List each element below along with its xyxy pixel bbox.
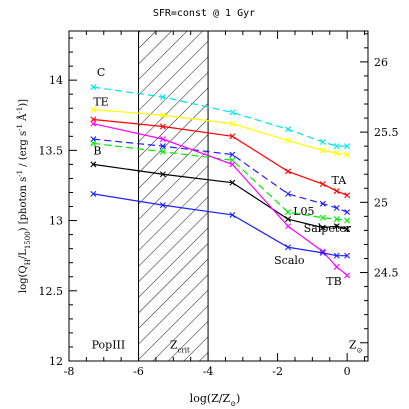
annotation-label: Salpeter <box>304 222 352 235</box>
data-point <box>285 168 292 175</box>
series-label: B <box>93 145 101 158</box>
data-point <box>319 249 326 256</box>
data-point <box>344 217 351 224</box>
data-point <box>344 209 351 216</box>
svg-text:log(Z/Z⊙): log(Z/Z⊙) <box>190 392 241 408</box>
series-label: TE <box>93 95 108 108</box>
data-point <box>285 126 292 133</box>
series-line-ta <box>93 118 348 196</box>
data-point <box>90 84 97 91</box>
chart-title: SFR=const @ 1 Gyr <box>153 8 255 19</box>
data-point <box>319 200 326 207</box>
y-tick-label: 12 <box>49 355 63 368</box>
y-tick-label: 13.5 <box>39 144 64 157</box>
data-point <box>229 120 236 127</box>
right-y-tick-label: 24.5 <box>374 267 399 280</box>
x-axis-label: log(Z/Z⊙) <box>190 392 241 408</box>
right-y-tick-label: 26 <box>374 56 388 69</box>
right-y-tick-label: 25.5 <box>374 126 399 139</box>
data-point <box>159 202 166 209</box>
plot-frame <box>68 30 369 362</box>
data-point <box>344 151 351 158</box>
data-point <box>333 216 340 223</box>
data-point <box>159 112 166 119</box>
data-point <box>229 133 236 140</box>
data-point <box>285 223 292 230</box>
x-tick-label: -4 <box>203 365 214 378</box>
series-label: L05 <box>293 205 314 218</box>
data-point <box>344 192 351 199</box>
x-tick-label: -8 <box>64 365 75 378</box>
data-point <box>319 138 326 145</box>
data-point <box>285 244 292 251</box>
data-point <box>90 190 97 197</box>
region-annotation-1: Zcrit <box>170 338 190 354</box>
series-line-c <box>93 86 348 147</box>
series-line-b <box>93 163 348 230</box>
data-point <box>229 161 236 168</box>
data-point <box>344 252 351 259</box>
data-point <box>333 143 340 150</box>
data-point <box>319 147 326 154</box>
y-tick-label: 14 <box>49 74 63 87</box>
series-line-unlabeled-3 <box>93 138 348 213</box>
annotation-label: Scalo <box>274 254 305 267</box>
region-annotation-0: PopIII <box>92 338 126 351</box>
data-point <box>90 140 97 147</box>
data-point <box>90 161 97 168</box>
data-point <box>319 214 326 221</box>
series-label: TA <box>331 174 347 187</box>
data-point <box>159 123 166 130</box>
y-tick-label: 12.5 <box>39 285 64 298</box>
data-point <box>229 211 236 218</box>
x-tick-label: 0 <box>344 365 351 378</box>
data-point <box>159 136 166 143</box>
plot-area: C TE TA L05 B TB Salpeter Scalo -8 -6 -4 -2 0 12 12.5 1… <box>39 30 399 378</box>
data-point <box>333 223 340 230</box>
data-point <box>333 263 340 270</box>
data-point <box>229 179 236 186</box>
data-point <box>319 181 326 188</box>
y-axis-label: log(QH/L1500) [photon s-1 / (erg s-1 Å-1… <box>16 99 32 293</box>
data-point <box>285 209 292 216</box>
data-point <box>159 94 166 100</box>
data-point <box>333 204 340 211</box>
series-label: TB <box>326 275 341 288</box>
y-tick-label: 13 <box>49 215 63 228</box>
x-tick-label: -2 <box>272 365 283 378</box>
data-point <box>159 148 166 155</box>
data-point <box>344 143 351 150</box>
x-tick-label: -6 <box>133 365 144 378</box>
data-point <box>285 190 292 197</box>
data-point <box>90 106 97 113</box>
data-point <box>344 226 351 232</box>
region-annotation-2: Z⊙ <box>349 338 363 354</box>
data-point <box>344 272 351 279</box>
data-point <box>333 150 340 157</box>
data-point <box>285 216 292 223</box>
data-point <box>285 137 292 144</box>
right-y-tick-label: 25 <box>374 196 388 209</box>
zcrit-hatched-region <box>138 31 209 361</box>
data-point <box>90 120 97 127</box>
data-point <box>333 188 340 195</box>
data-point <box>229 109 236 116</box>
series-group <box>90 84 351 279</box>
svg-text:log(QH/L1500) [photon s-1 / (e: log(QH/L1500) [photon s-1 / (erg s-1 Å-1… <box>16 99 32 293</box>
data-point <box>319 224 326 231</box>
data-point <box>159 143 166 150</box>
data-point <box>159 171 166 178</box>
series-label: C <box>97 66 105 79</box>
data-point <box>333 252 340 259</box>
data-point <box>229 151 236 158</box>
